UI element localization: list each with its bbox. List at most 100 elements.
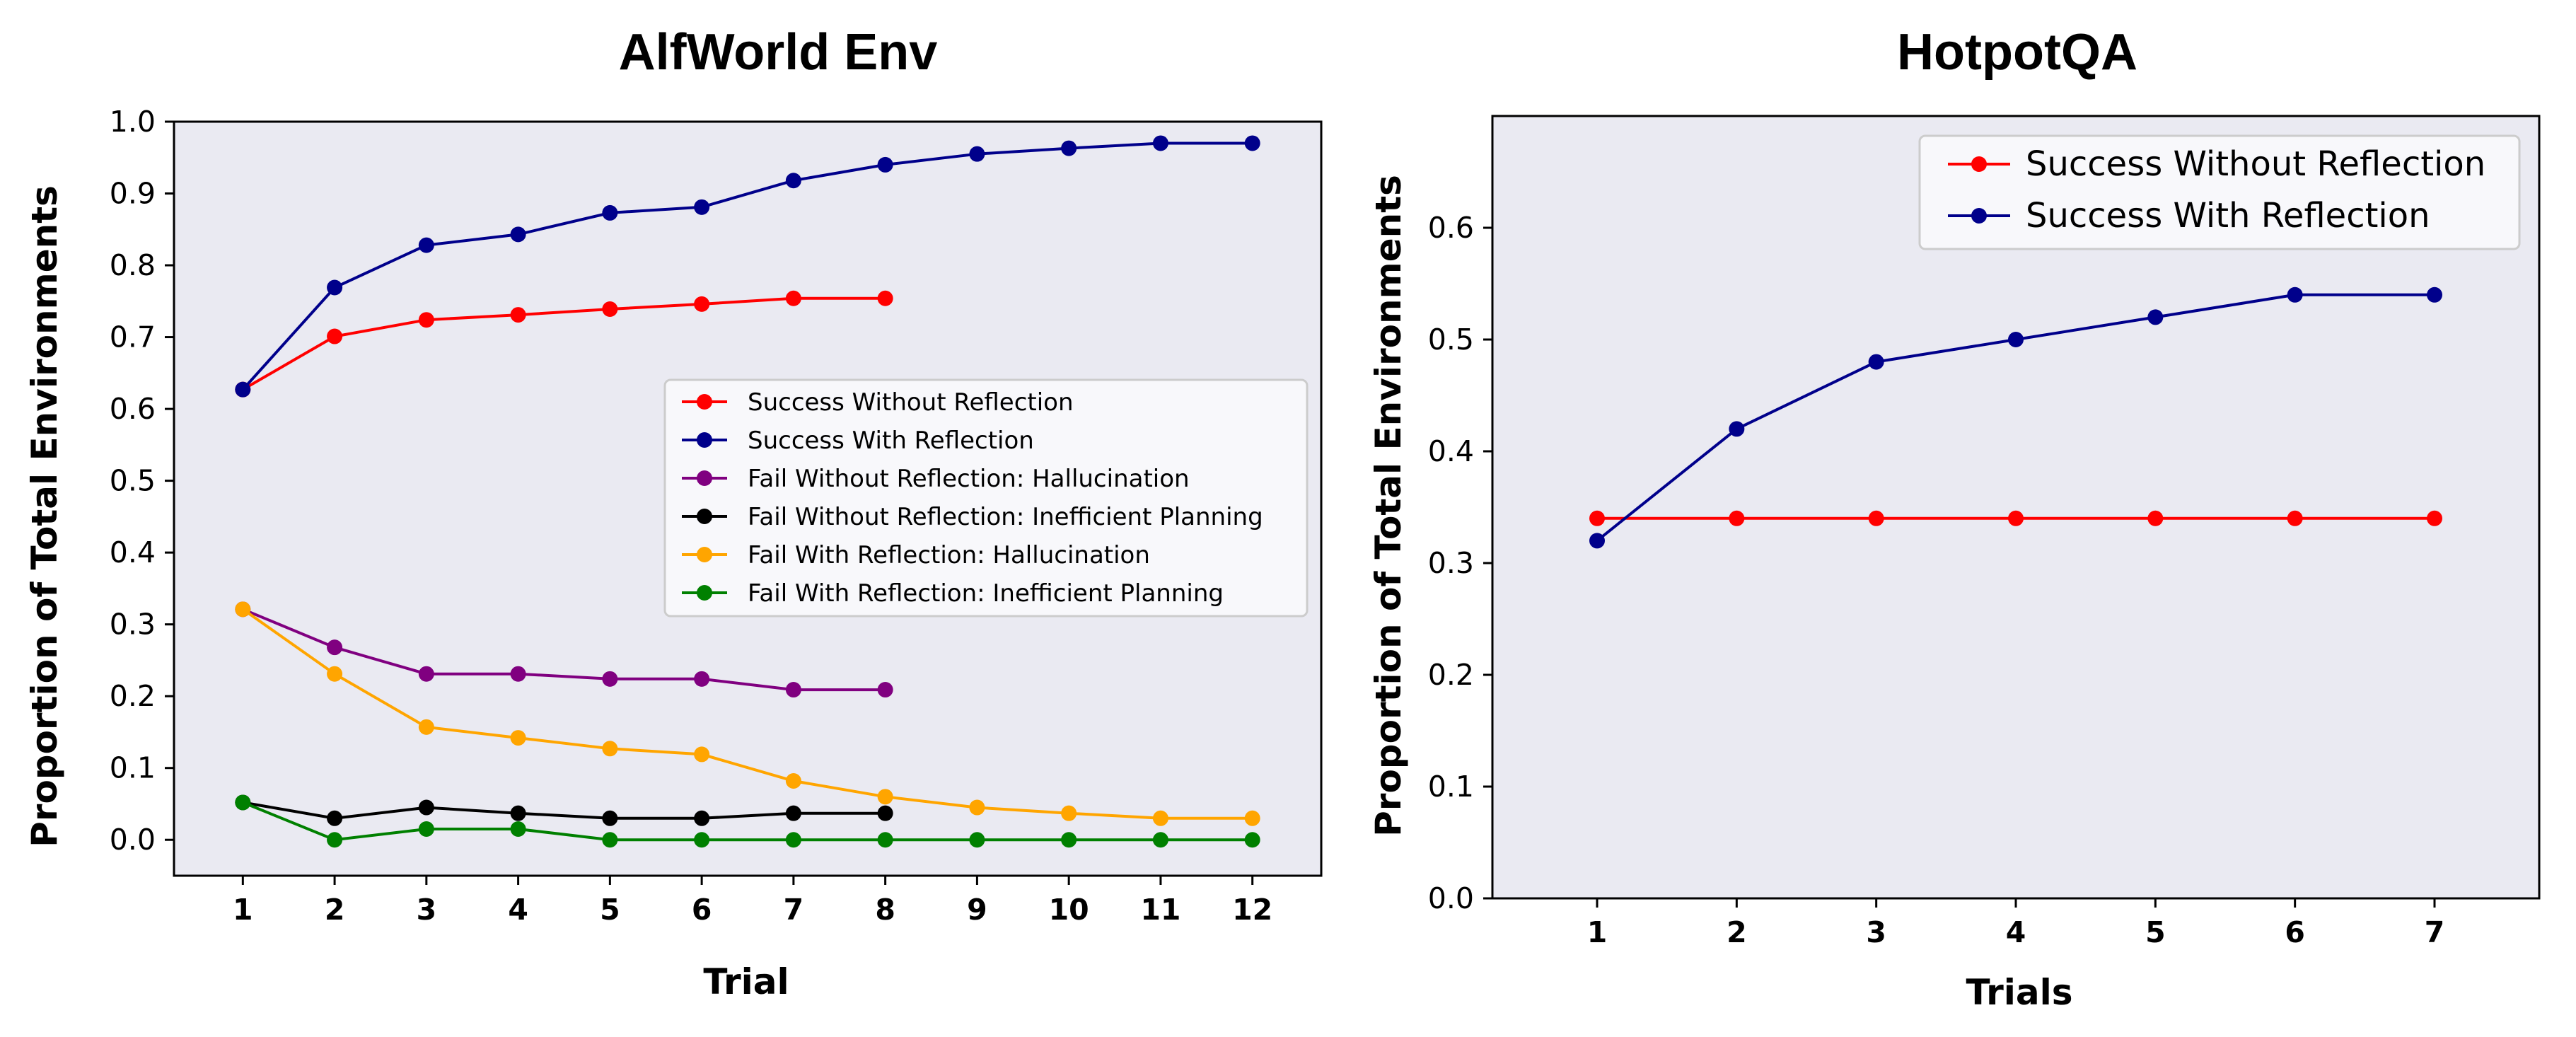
- x-tick-label: 3: [417, 893, 437, 927]
- legend-entry: Success With Reflection: [2026, 196, 2430, 236]
- data-point: [602, 671, 618, 687]
- legend-swatch-marker: [697, 470, 712, 486]
- data-point: [1061, 805, 1077, 821]
- data-point: [2287, 286, 2303, 303]
- data-point: [510, 226, 526, 243]
- x-tick-label: 6: [2285, 915, 2305, 949]
- data-point: [877, 290, 893, 306]
- x-axis-label: Trials: [1966, 972, 2072, 1013]
- data-point: [602, 204, 618, 221]
- data-point: [418, 719, 434, 735]
- y-tick-label: 0.9: [110, 177, 156, 211]
- data-point: [969, 832, 985, 848]
- y-axis-label: Proportion of Total Environments: [1368, 175, 1409, 837]
- data-point: [327, 666, 343, 682]
- series-line: [242, 296, 886, 391]
- data-point: [2287, 510, 2303, 526]
- legend-entry: Fail With Reflection: Hallucination: [748, 541, 1150, 569]
- data-point: [510, 730, 526, 746]
- x-tick-label: 2: [325, 893, 345, 927]
- data-point: [418, 799, 434, 816]
- legend-swatch-marker: [697, 432, 712, 448]
- legend-entry: Fail With Reflection: Inefficient Planni…: [748, 579, 1224, 608]
- x-tick-label: 6: [692, 893, 712, 927]
- x-tick-label: 9: [967, 893, 987, 927]
- y-tick-label: 0.1: [110, 751, 156, 785]
- y-tick-label: 0.1: [1428, 770, 1474, 804]
- data-point: [418, 666, 434, 682]
- data-point: [418, 821, 434, 838]
- data-point: [1061, 832, 1077, 848]
- data-point: [2008, 332, 2024, 347]
- legend: Success Without Reflection Success With R…: [663, 378, 1309, 618]
- data-point: [602, 741, 618, 757]
- data-point: [235, 381, 251, 398]
- x-tick-label: 1: [1587, 915, 1608, 949]
- x-tick-label: 8: [875, 893, 895, 927]
- y-tick-label: 0.5: [110, 464, 156, 498]
- y-tick-label: 0.5: [1428, 323, 1474, 357]
- data-point: [785, 290, 801, 306]
- legend: Success Without Reflection Success With R…: [1918, 134, 2521, 250]
- data-point: [1152, 810, 1168, 826]
- data-point: [1868, 354, 1884, 370]
- legend-swatch-marker: [697, 509, 712, 524]
- series-line: [241, 141, 1253, 391]
- data-point: [2008, 510, 2024, 526]
- x-tick-label: 7: [784, 893, 804, 927]
- hotpotqa-chart: HotpotQA Trials Proportion of Total Envi…: [1368, 24, 2541, 1013]
- data-point: [418, 237, 434, 253]
- y-tick-label: 0.6: [110, 392, 156, 426]
- data-point: [785, 805, 801, 821]
- data-point: [877, 789, 893, 805]
- chart-title: AlfWorld Env: [619, 24, 938, 81]
- series-line: [242, 608, 886, 692]
- data-point: [1729, 510, 1745, 526]
- data-point: [969, 799, 985, 816]
- x-tick-label: 4: [2006, 915, 2026, 949]
- axes-frame: [1491, 115, 2541, 900]
- data-point: [694, 671, 710, 687]
- data-point: [1729, 421, 1745, 437]
- data-point: [2147, 309, 2164, 325]
- data-point: [510, 307, 526, 323]
- series-line: [242, 608, 1253, 820]
- data-point: [2147, 510, 2164, 526]
- y-tick-label: 0.2: [1428, 658, 1474, 692]
- data-point: [694, 746, 710, 763]
- data-point: [785, 772, 801, 789]
- data-point: [694, 810, 710, 826]
- legend-swatch-marker: [697, 585, 712, 601]
- y-tick-label: 0.4: [1428, 434, 1474, 468]
- y-axis-label: Proportion of Total Environments: [24, 185, 65, 847]
- y-tick-label: 0.0: [1428, 881, 1474, 915]
- data-point: [418, 312, 434, 328]
- data-point: [327, 810, 343, 826]
- legend-swatch-marker: [1971, 208, 1987, 224]
- legend-entry: Success With Reflection: [748, 427, 1034, 455]
- x-tick-label: 4: [508, 893, 528, 927]
- legend-entry: Success Without Reflection: [748, 388, 1074, 417]
- data-point: [1244, 810, 1260, 826]
- x-axis-label: Trial: [703, 961, 789, 1002]
- data-point: [694, 832, 710, 848]
- y-tick-label: 0.3: [1428, 546, 1474, 580]
- data-point: [969, 146, 985, 162]
- data-point: [510, 821, 526, 838]
- data-point: [877, 682, 893, 698]
- data-point: [1152, 832, 1168, 848]
- x-tick-label: 1: [233, 893, 253, 927]
- data-point: [235, 601, 251, 618]
- data-point: [877, 805, 893, 821]
- data-point: [1061, 140, 1077, 156]
- data-point: [327, 328, 343, 344]
- legend-box: [663, 378, 1309, 618]
- legend-entry: Fail Without Reflection: Hallucination: [748, 465, 1190, 493]
- data-point: [602, 832, 618, 848]
- x-tick-label: 7: [2425, 915, 2445, 949]
- x-tick-label: 2: [1727, 915, 1747, 949]
- legend-swatch-marker: [1971, 156, 1987, 172]
- x-tick-label: 12: [1232, 893, 1272, 927]
- data-point: [1589, 533, 1605, 549]
